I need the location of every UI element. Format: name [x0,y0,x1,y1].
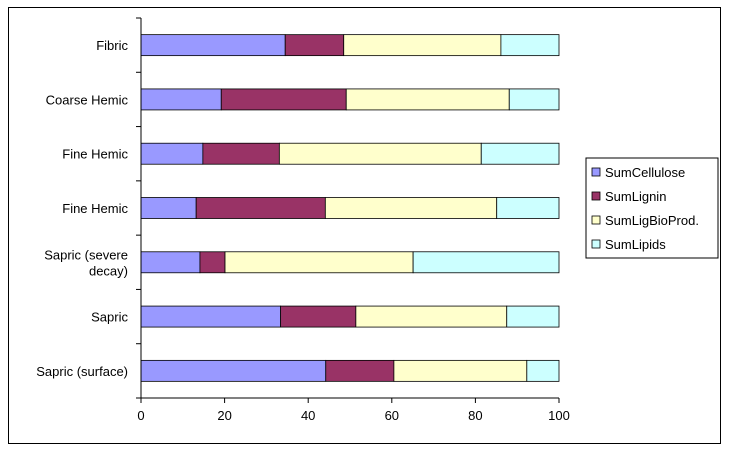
category-label: Sapric (surface) [36,364,128,379]
category-label: Sapric [91,310,128,325]
legend-label: SumCellulose [605,165,685,180]
bar-segment-sumligbioprod- [393,359,528,382]
bar-segment-sumcellulose [140,359,327,382]
legend-swatch [591,239,601,249]
legend-swatch [591,167,601,177]
bar-segment-sumcellulose [140,88,222,111]
x-tick-label: 80 [468,408,482,423]
bar-segment-sumlipids [506,305,560,328]
bar-segment-sumligbioprod- [343,34,502,57]
bar-segment-sumcellulose [140,197,197,219]
category-labels: Fibric Coarse Hemic Fine Hemic Fine Hemic Sa… [36,38,128,379]
legend-swatch [591,215,601,225]
category-label: Fine Hemic [62,201,128,216]
category-label: Sapric (severe [44,247,128,262]
x-tick-label: 40 [301,408,315,423]
x-tick-label: 0 [137,408,144,423]
legend-label: SumLipids [605,237,666,252]
bar-segment-sumlignin [280,305,357,328]
legend-swatch [591,191,601,201]
bar-segment-sumlignin [195,197,326,219]
bar-segment-sumlignin [325,359,395,382]
bar-segment-sumlipids [500,34,560,57]
x-tick-label: 20 [217,408,231,423]
x-tick-label: 100 [548,408,570,423]
bar-segment-sumcellulose [140,34,286,57]
bar-segment-sumcellulose [140,142,204,165]
legend-label: SumLignin [605,189,666,204]
bar-segment-sumlignin [202,142,280,165]
bar-segment-sumligbioprod- [278,142,482,165]
legend-label: SumLigBioProd. [605,213,699,228]
bar-segment-sumlipids [496,197,560,219]
bar-segment-sumcellulose [140,251,201,274]
bar-segment-sumlipids [480,142,560,165]
legend: SumCellulose SumLignin SumLigBioProd. SumLi… [585,157,719,259]
bar-segment-sumcellulose [140,305,282,328]
bar-segment-sumlipids [412,251,560,274]
x-tick-label: 60 [385,408,399,423]
bar-segment-sumligbioprod- [224,251,414,274]
category-label: Coarse Hemic [46,92,129,107]
category-label: decay) [89,263,128,278]
bar-segment-sumlipids [508,88,560,111]
category-label: Fine Hemic [62,147,128,162]
bar-segment-sumlignin [284,34,345,57]
bars-layer [140,34,560,382]
bar-segment-sumligbioprod- [345,88,510,111]
category-label: Fibric [96,38,128,53]
x-ticks: 0 20 40 60 80 100 [136,17,570,423]
bar-segment-sumligbioprod- [355,305,508,328]
bar-segment-sumlignin [199,251,226,274]
bar-segment-sumligbioprod- [324,197,498,219]
bar-segment-sumlipids [526,359,560,382]
bar-segment-sumlignin [220,88,347,111]
legend-box [585,157,719,259]
